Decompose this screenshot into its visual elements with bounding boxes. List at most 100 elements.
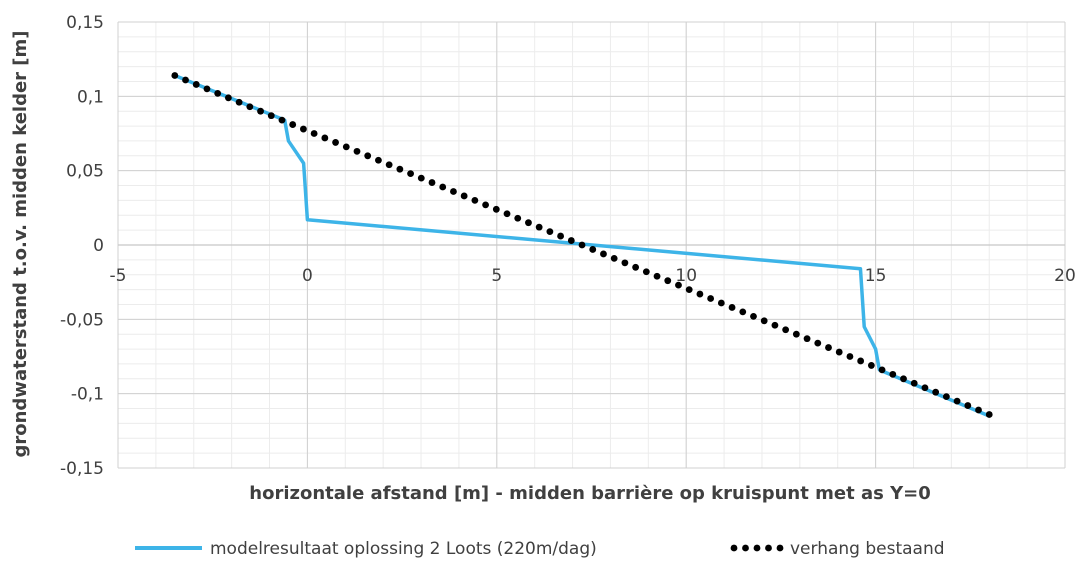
x-tick-label: 0 <box>302 266 313 286</box>
series-existing-dot <box>375 156 382 164</box>
series-existing-dot <box>707 295 715 302</box>
series-existing-dot <box>717 299 725 307</box>
series-existing-dot <box>825 344 832 351</box>
legend: modelresultaat oplossing 2 Loots (220m/d… <box>135 539 945 559</box>
series-existing-dot <box>353 147 361 155</box>
series-existing-dot <box>964 402 972 409</box>
y-tick-label: -0,15 <box>60 459 104 479</box>
series-existing-dot <box>203 85 211 93</box>
series-existing-dot <box>471 197 479 204</box>
series-existing-dot <box>460 192 468 200</box>
series-existing-dot <box>878 366 886 374</box>
series-existing-dot <box>610 254 618 262</box>
series-existing-dot <box>739 308 747 316</box>
series-existing-dot <box>396 165 404 173</box>
x-tick-label: 5 <box>491 266 502 286</box>
legend-dot <box>742 544 749 552</box>
legend-label-model: modelresultaat oplossing 2 Loots (220m/d… <box>210 539 597 559</box>
legend-dot <box>730 544 738 552</box>
series-existing-dot <box>450 188 457 195</box>
series-existing-dot <box>310 130 318 137</box>
series-existing-dot <box>214 89 222 97</box>
series-existing-dot <box>900 375 907 383</box>
series-existing-dot <box>257 107 264 115</box>
legend-dot <box>765 544 772 552</box>
series-existing-dot <box>653 272 661 280</box>
legend-dot <box>776 544 784 552</box>
series-existing-dot <box>267 112 275 120</box>
series-existing-dot <box>246 103 254 111</box>
series-existing-dot <box>846 353 854 360</box>
series-existing-dot <box>792 330 800 338</box>
series-existing-dot <box>760 317 768 325</box>
legend-label-existing: verhang bestaand <box>790 539 945 559</box>
series-existing-dot <box>278 116 286 124</box>
series-existing-dot <box>953 397 961 405</box>
series-existing-dot <box>910 379 918 387</box>
series-existing-dot <box>696 290 704 298</box>
series-existing-dot <box>182 76 189 84</box>
series-existing-dot <box>621 259 629 267</box>
y-tick-labels: 0,15 0,1 0,05 0 -0,05 -0,1 -0,15 <box>60 13 104 479</box>
series-existing-dot <box>675 281 682 289</box>
series-existing-dot <box>235 98 243 106</box>
series-existing-dot <box>482 201 489 209</box>
series-existing-dot <box>364 152 372 160</box>
series-existing-dot <box>867 362 875 369</box>
x-axis-title: horizontale afstand [m] - midden barrièr… <box>249 483 930 504</box>
series-existing-dot <box>889 370 897 378</box>
series-existing-dot <box>750 312 757 320</box>
series-existing-dot <box>171 72 179 79</box>
series-existing-dot <box>632 263 640 271</box>
series-existing-dot <box>589 246 597 253</box>
series-existing-dot <box>814 339 822 347</box>
series-existing-dot <box>503 210 511 218</box>
y-tick-label: -0,05 <box>60 310 104 330</box>
series-existing-dot <box>332 139 339 146</box>
y-axis-title: grondwaterstand t.o.v. midden kelder [m] <box>10 30 31 457</box>
series-existing-dot <box>428 179 436 186</box>
series-existing-dot <box>557 232 564 240</box>
series-existing-dot <box>803 335 811 343</box>
series-existing-dot <box>985 411 993 418</box>
series-existing-dot <box>567 237 575 244</box>
series-existing-dot <box>514 214 522 222</box>
series-existing-dot <box>300 125 307 133</box>
series-existing-dot <box>192 81 200 88</box>
series-existing-dot <box>439 183 447 191</box>
series-existing-dot <box>525 219 532 227</box>
x-tick-label: 15 <box>865 266 887 286</box>
series-existing-dot <box>289 121 297 128</box>
series-existing-dot <box>417 174 425 182</box>
y-tick-label: 0,15 <box>66 13 104 33</box>
series-existing-dot <box>771 321 779 329</box>
series-existing-dot <box>385 161 393 169</box>
y-tick-label: 0,1 <box>77 87 104 107</box>
series-existing-dot <box>535 223 543 231</box>
x-tick-label: 10 <box>675 266 697 286</box>
series-existing-dot <box>942 393 950 401</box>
y-tick-label: 0 <box>93 236 104 256</box>
legend-dot <box>753 544 761 552</box>
series-layer <box>171 72 993 418</box>
y-tick-label: 0,05 <box>66 162 104 182</box>
series-existing-dot <box>578 241 586 249</box>
y-tick-label: -0,1 <box>71 385 104 405</box>
series-existing-dot <box>225 94 232 102</box>
series-existing-dot <box>664 277 672 285</box>
series-existing-dot <box>407 170 414 178</box>
x-tick-label: 20 <box>1054 266 1076 286</box>
major-gridlines <box>117 21 1066 469</box>
series-existing-dot <box>321 134 329 142</box>
series-existing-dot <box>600 250 607 258</box>
series-existing-dot <box>857 357 865 365</box>
legend-swatch-existing <box>730 544 784 552</box>
x-tick-labels: -5 0 5 10 15 20 <box>110 266 1076 286</box>
series-existing-dot <box>728 304 736 311</box>
series-existing-dot <box>932 388 940 396</box>
series-existing-dot <box>642 268 650 276</box>
series-existing-dot <box>342 143 350 151</box>
series-existing-dot <box>921 384 929 392</box>
series-existing-dot <box>975 406 982 414</box>
